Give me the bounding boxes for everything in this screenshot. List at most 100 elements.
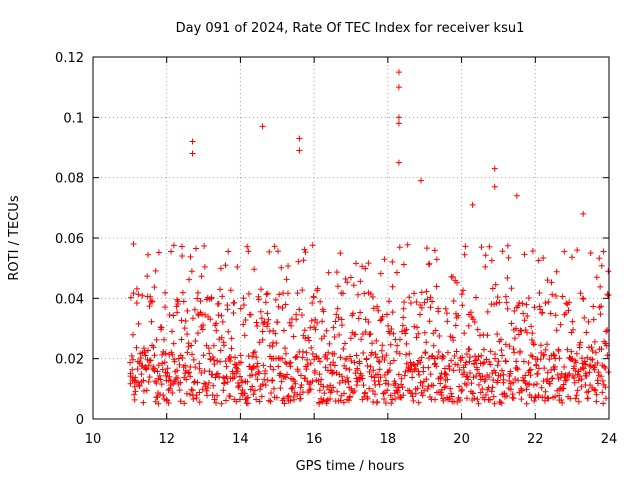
data-point [370, 305, 377, 312]
data-point [459, 354, 466, 361]
data-point [297, 395, 304, 402]
data-point [455, 312, 462, 319]
data-point [402, 368, 409, 375]
data-point [400, 314, 407, 321]
data-point [233, 398, 240, 405]
data-point [176, 361, 183, 368]
data-point [515, 331, 522, 338]
data-point [280, 395, 287, 402]
data-point [291, 378, 298, 385]
data-point [415, 399, 422, 406]
data-point [334, 305, 341, 312]
data-point [352, 331, 359, 338]
data-point [297, 372, 304, 379]
data-point [414, 324, 421, 331]
x-axis-label: GPS time / hours [296, 459, 405, 474]
data-point [544, 277, 551, 284]
data-point [143, 365, 150, 372]
y-tick-label: 0.08 [55, 172, 84, 187]
data-point [520, 358, 527, 365]
data-point [285, 263, 292, 270]
data-point [585, 318, 592, 325]
data-point [179, 354, 186, 361]
data-point [548, 279, 555, 286]
data-point [573, 350, 580, 357]
data-point [194, 330, 201, 337]
data-point [431, 247, 438, 254]
data-point [163, 396, 170, 403]
data-point [287, 363, 294, 370]
data-point [511, 307, 518, 314]
data-point [524, 313, 531, 320]
data-point [502, 293, 509, 300]
data-point [262, 370, 269, 377]
data-point [282, 301, 289, 308]
data-point [513, 325, 520, 332]
data-point [503, 392, 510, 399]
data-point [583, 329, 590, 336]
data-point [285, 392, 292, 399]
data-point [441, 365, 448, 372]
data-point [294, 368, 301, 375]
data-point [354, 367, 361, 374]
data-point [435, 348, 442, 355]
data-point [132, 388, 139, 395]
data-point [571, 379, 578, 386]
data-point [282, 350, 289, 357]
data-point [423, 339, 430, 346]
data-point [219, 318, 226, 325]
data-point [275, 303, 282, 310]
y-tick-label: 0.1 [63, 111, 84, 126]
data-point [376, 381, 383, 388]
data-point [426, 318, 433, 325]
data-point [341, 340, 348, 347]
data-point [322, 364, 329, 371]
data-point [561, 248, 568, 255]
data-point [208, 294, 215, 301]
data-point [475, 400, 482, 407]
data-point [344, 374, 351, 381]
data-point [357, 278, 364, 285]
data-point [573, 359, 580, 366]
data-point [265, 316, 272, 323]
data-point [273, 394, 280, 401]
data-point [407, 299, 414, 306]
data-point [264, 310, 271, 317]
data-point [281, 400, 288, 407]
data-point [379, 342, 386, 349]
data-point [220, 387, 227, 394]
data-point [479, 386, 486, 393]
data-point [474, 366, 481, 373]
data-point [591, 338, 598, 345]
data-point [356, 376, 363, 383]
data-point [417, 359, 424, 366]
data-point [140, 377, 147, 384]
data-point [389, 283, 396, 290]
data-point [597, 311, 604, 318]
data-point [381, 256, 388, 263]
data-point [432, 396, 439, 403]
data-point [178, 336, 185, 343]
data-point [571, 374, 578, 381]
data-point [205, 379, 212, 386]
data-point [347, 335, 354, 342]
data-point [434, 354, 441, 361]
data-point [554, 387, 561, 394]
data-point [465, 376, 472, 383]
data-point [549, 375, 556, 382]
data-point [166, 373, 173, 380]
data-point [150, 344, 157, 351]
data-point [596, 255, 603, 262]
data-point [604, 291, 611, 298]
data-point [546, 356, 553, 363]
data-point [374, 303, 381, 310]
data-point [558, 397, 565, 404]
data-point [185, 369, 192, 376]
data-point [261, 318, 268, 325]
data-point [240, 321, 247, 328]
data-point [161, 336, 168, 343]
data-point [409, 374, 416, 381]
data-point [145, 362, 152, 369]
data-point [389, 309, 396, 316]
data-point [158, 324, 165, 331]
